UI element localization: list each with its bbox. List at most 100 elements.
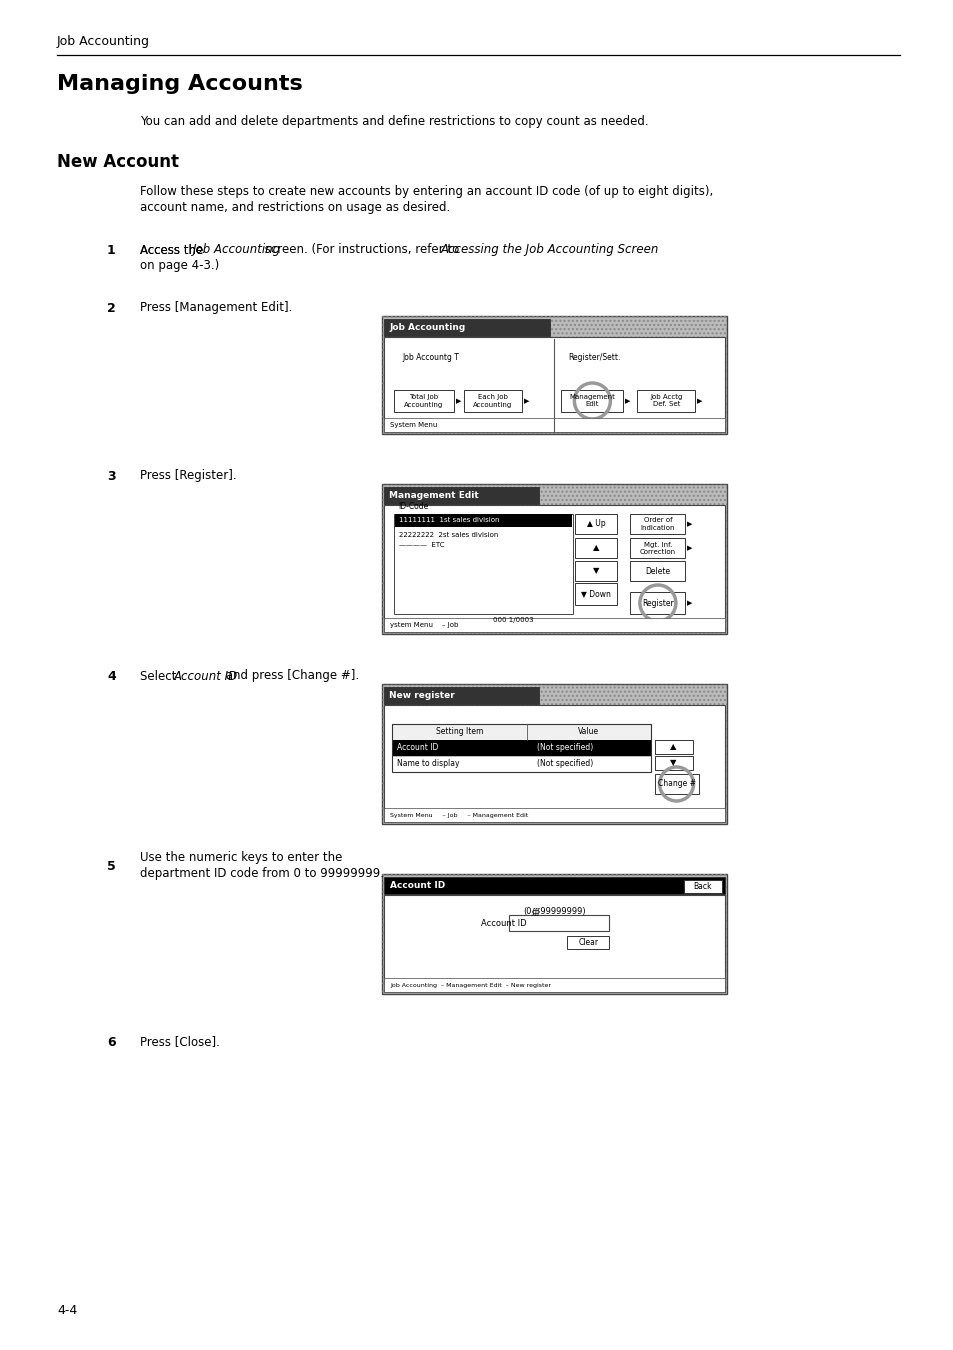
Text: Job Accounting: Job Accounting <box>57 35 150 49</box>
Text: (Not specified): (Not specified) <box>537 744 593 752</box>
Text: ID-Code: ID-Code <box>397 502 428 512</box>
Text: department ID code from 0 to 99999999.: department ID code from 0 to 99999999. <box>140 868 384 880</box>
FancyBboxPatch shape <box>384 338 724 432</box>
Text: Name to display: Name to display <box>396 760 459 768</box>
FancyBboxPatch shape <box>384 618 724 632</box>
FancyBboxPatch shape <box>630 562 684 580</box>
Text: System Menu: System Menu <box>390 423 436 428</box>
Text: Managing Accounts: Managing Accounts <box>57 74 302 94</box>
Text: 22222222  2st sales division: 22222222 2st sales division <box>398 532 497 539</box>
Text: Job Accounting: Job Accounting <box>193 243 281 256</box>
Text: (0∰99999999): (0∰99999999) <box>522 906 585 915</box>
FancyBboxPatch shape <box>384 977 724 992</box>
Text: ▲: ▲ <box>593 544 598 552</box>
Text: Management Edit: Management Edit <box>389 491 478 500</box>
Text: account name, and restrictions on usage as desired.: account name, and restrictions on usage … <box>140 201 450 215</box>
Text: 000 1/0003: 000 1/0003 <box>493 617 533 622</box>
Text: Press [Management Edit].: Press [Management Edit]. <box>140 301 292 315</box>
Text: ▶: ▶ <box>523 398 529 404</box>
Text: screen. (For instructions, refer to: screen. (For instructions, refer to <box>261 243 463 256</box>
Text: Setting Item: Setting Item <box>436 728 482 737</box>
FancyBboxPatch shape <box>683 880 721 892</box>
Text: ▲: ▲ <box>670 743 676 752</box>
FancyBboxPatch shape <box>654 774 698 794</box>
FancyBboxPatch shape <box>575 562 617 580</box>
Text: Accessing the Job Accounting Screen: Accessing the Job Accounting Screen <box>440 243 659 256</box>
FancyBboxPatch shape <box>381 316 726 433</box>
Text: ▼: ▼ <box>593 567 598 575</box>
Text: Delete: Delete <box>644 567 670 575</box>
FancyBboxPatch shape <box>654 756 692 770</box>
FancyBboxPatch shape <box>395 514 572 526</box>
Text: Register: Register <box>641 598 673 608</box>
Text: Use the numeric keys to enter the: Use the numeric keys to enter the <box>140 852 342 864</box>
Text: ▶: ▶ <box>625 398 630 404</box>
Text: Follow these steps to create new accounts by entering an account ID code (of up : Follow these steps to create new account… <box>140 185 713 198</box>
FancyBboxPatch shape <box>567 936 609 949</box>
Text: Account ID: Account ID <box>173 670 238 683</box>
FancyBboxPatch shape <box>384 878 724 894</box>
Text: Total Job
Accounting: Total Job Accounting <box>404 394 443 408</box>
Text: Register/Sett.: Register/Sett. <box>568 354 620 363</box>
Text: Access the: Access the <box>140 243 207 256</box>
Text: You can add and delete departments and define restrictions to copy count as need: You can add and delete departments and d… <box>140 116 648 128</box>
FancyBboxPatch shape <box>392 724 650 740</box>
FancyBboxPatch shape <box>384 418 724 432</box>
FancyBboxPatch shape <box>384 687 538 703</box>
FancyBboxPatch shape <box>384 319 549 336</box>
Text: Each Job
Accounting: Each Job Accounting <box>473 394 512 408</box>
Text: Select: Select <box>140 670 180 683</box>
FancyBboxPatch shape <box>381 684 726 824</box>
Text: ▼: ▼ <box>670 759 676 768</box>
Text: Access the: Access the <box>140 243 207 256</box>
Text: Management
Edit: Management Edit <box>569 394 615 408</box>
FancyBboxPatch shape <box>575 583 617 605</box>
Text: Press [Register].: Press [Register]. <box>140 470 236 482</box>
Text: Order of
Indication: Order of Indication <box>640 517 675 531</box>
FancyBboxPatch shape <box>637 390 695 412</box>
Text: 2: 2 <box>107 301 115 315</box>
Text: 3: 3 <box>107 470 115 482</box>
Text: New register: New register <box>389 691 455 701</box>
Text: ▶: ▶ <box>687 545 692 551</box>
Text: Account ID: Account ID <box>480 918 526 927</box>
Text: 1: 1 <box>107 243 115 256</box>
Text: Value: Value <box>578 728 598 737</box>
Text: Job Acctg
Def. Set: Job Acctg Def. Set <box>650 394 682 408</box>
Text: ————  ETC: ———— ETC <box>398 541 444 548</box>
Text: ystem Menu    – Job: ystem Menu – Job <box>390 622 457 628</box>
FancyBboxPatch shape <box>394 390 454 412</box>
FancyBboxPatch shape <box>630 539 684 558</box>
Text: 6: 6 <box>107 1035 115 1049</box>
FancyBboxPatch shape <box>630 514 684 535</box>
Text: and press [Change #].: and press [Change #]. <box>222 670 359 683</box>
Text: System Menu     – Job     – Management Edit: System Menu – Job – Management Edit <box>390 813 528 818</box>
FancyBboxPatch shape <box>381 485 726 634</box>
FancyBboxPatch shape <box>575 514 617 535</box>
Text: Clear: Clear <box>578 938 598 946</box>
Text: Job Accountg T: Job Accountg T <box>401 354 458 363</box>
FancyBboxPatch shape <box>509 915 609 931</box>
Text: Job Accounting: Job Accounting <box>389 323 465 332</box>
FancyBboxPatch shape <box>384 487 538 504</box>
FancyBboxPatch shape <box>394 514 573 614</box>
Text: Mgt. Inf.
Correction: Mgt. Inf. Correction <box>639 541 676 555</box>
Text: ▲ Up: ▲ Up <box>586 520 605 528</box>
FancyBboxPatch shape <box>384 505 724 632</box>
FancyBboxPatch shape <box>392 756 650 772</box>
Text: New Account: New Account <box>57 153 179 171</box>
Text: ▶: ▶ <box>687 521 692 526</box>
Text: Account ID: Account ID <box>396 744 438 752</box>
FancyBboxPatch shape <box>384 809 724 822</box>
Text: Account ID: Account ID <box>390 882 445 890</box>
Text: ▶: ▶ <box>697 398 702 404</box>
FancyBboxPatch shape <box>384 705 724 822</box>
Text: 4: 4 <box>107 670 115 683</box>
Text: Back: Back <box>693 882 712 891</box>
Text: Change #: Change # <box>657 779 695 788</box>
Text: 4-4: 4-4 <box>57 1304 77 1316</box>
Text: Job Accounting  – Management Edit  – New register: Job Accounting – Management Edit – New r… <box>390 983 551 987</box>
Text: Press [Close].: Press [Close]. <box>140 1035 219 1049</box>
FancyBboxPatch shape <box>575 539 617 558</box>
Text: ▶: ▶ <box>456 398 461 404</box>
